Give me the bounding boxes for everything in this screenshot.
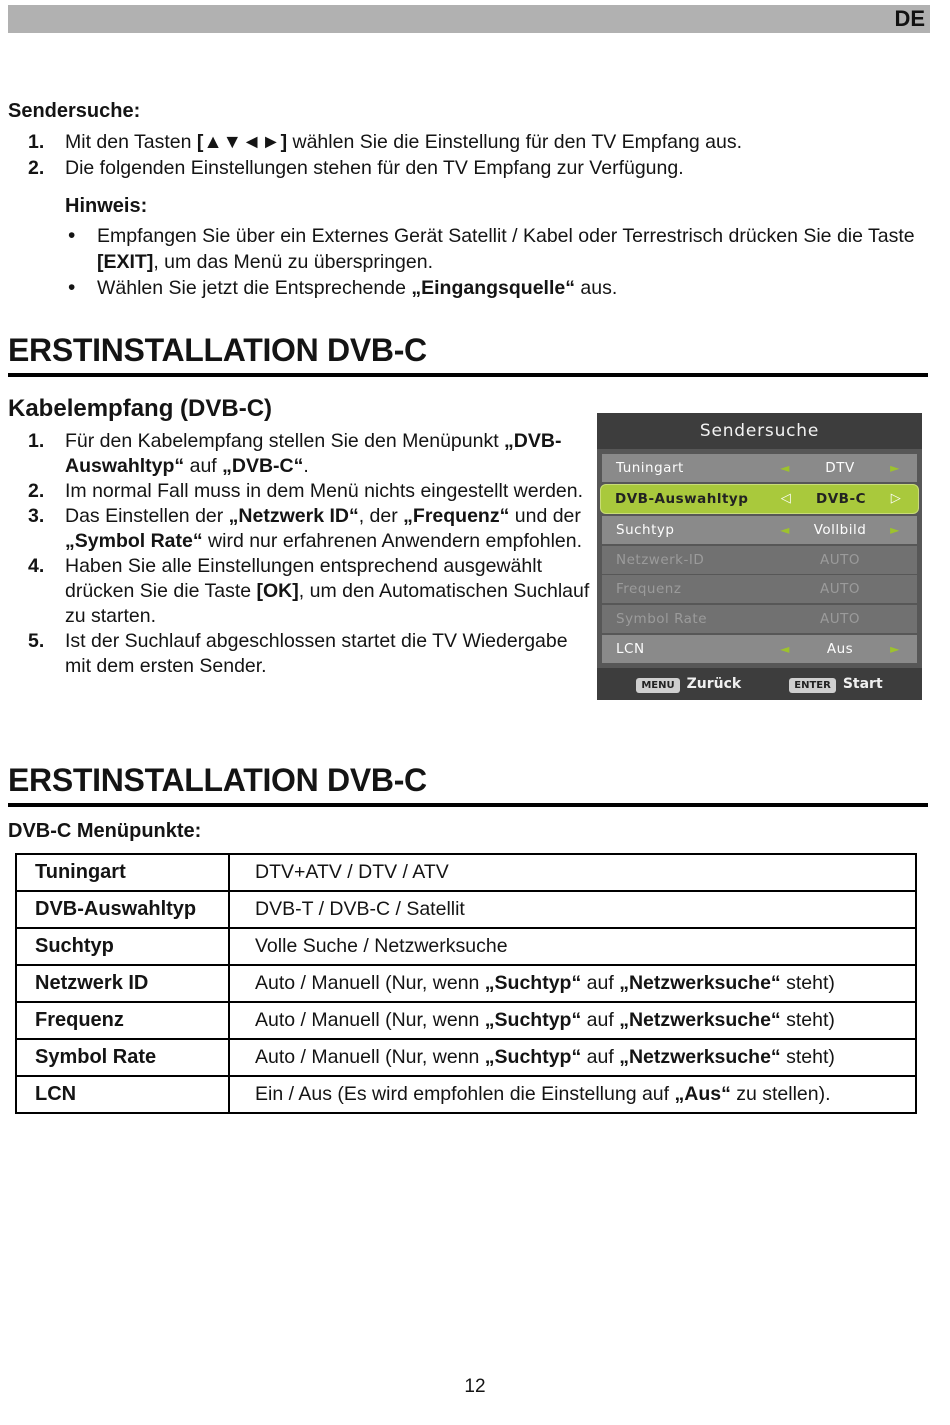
- kabelempfang-section: Kabelempfang (DVB-C) Für den Kabelempfan…: [8, 394, 593, 679]
- menupunkte-heading: DVB-C Menüpunkte:: [8, 820, 202, 842]
- table-row: Netzwerk ID Auto / Manuell (Nur, wenn „Su…: [15, 964, 917, 1003]
- right-arrow-icon: ►: [890, 460, 900, 475]
- tv-row-label: Frequenz: [616, 581, 682, 598]
- table-key-cell: Suchtyp: [15, 927, 230, 966]
- enter-start-label: Start: [842, 676, 883, 692]
- tv-menu-row-lcn: LCN ◄ Aus ►: [602, 635, 917, 664]
- tv-menu-row-tuningart: Tuningart ◄ DTV ►: [602, 453, 917, 482]
- right-arrow-icon: ►: [890, 522, 900, 537]
- left-arrow-icon: ◄: [780, 522, 790, 537]
- menu-back-hint: MENU Zurück: [636, 676, 742, 693]
- tv-menu-footer: MENU Zurück ENTER Start: [597, 668, 922, 700]
- page-number: 12: [464, 1376, 486, 1397]
- right-arrow-icon: ►: [890, 642, 900, 657]
- table-key-cell: Netzwerk ID: [15, 964, 230, 1003]
- hinweis-bullet-list: Empfangen Sie über ein Externes Gerät Sa…: [65, 223, 928, 301]
- table-value-cell: Auto / Manuell (Nur, wenn „Suchtyp“ auf …: [228, 964, 917, 1003]
- tv-menu-screenshot: Sendersuche Tuningart ◄ DTV ► DVB-Auswahltyp…: [597, 413, 922, 700]
- tv-row-value: AUTO: [820, 581, 860, 598]
- sendersuche-step: Die folgenden Einstellungen stehen für d…: [28, 155, 684, 181]
- table-key-cell: Tuningart: [15, 853, 230, 892]
- table-value-cell: Auto / Manuell (Nur, wenn „Suchtyp“ auf …: [228, 1038, 917, 1077]
- tv-menu-title: Sendersuche: [597, 413, 922, 449]
- enter-key-badge: ENTER: [789, 678, 836, 693]
- tv-menu-row-netzwerk-id: Netzwerk-ID AUTO: [602, 545, 917, 574]
- tv-row-value: Aus: [826, 641, 854, 658]
- table-row: Symbol Rate Auto / Manuell (Nur, wenn „Su…: [15, 1038, 917, 1077]
- table-row: LCN Ein / Aus (Es wird empfohlen die Eins…: [15, 1075, 917, 1114]
- section-title-erstinstallation-1: ERSTINSTALLATION DVB-C: [8, 332, 928, 377]
- page-header-bar: DE: [8, 5, 930, 33]
- tv-row-value: DVB-C: [816, 490, 866, 507]
- sendersuche-steps-list: Mit den Tasten [▲▼◄►] wählen Sie die Ein…: [8, 129, 928, 181]
- tv-row-value: AUTO: [820, 611, 860, 628]
- tv-row-label: LCN: [616, 641, 645, 658]
- kabelempfang-step: Im normal Fall muss in dem Menü nichts e…: [28, 479, 584, 504]
- kabelempfang-step: Ist der Suchlauf abgeschlossen startet d…: [28, 629, 568, 677]
- kabelempfang-step: Haben Sie alle Einstellungen entsprechen…: [28, 554, 590, 627]
- table-row: Frequenz Auto / Manuell (Nur, wenn „Sucht…: [15, 1001, 917, 1040]
- kabelempfang-heading: Kabelempfang (DVB-C): [8, 395, 273, 422]
- table-key-cell: LCN: [15, 1075, 230, 1114]
- left-arrow-icon: ◁: [780, 491, 792, 507]
- kabelempfang-step: Für den Kabelempfang stellen Sie den Men…: [28, 429, 562, 477]
- hinweis-bullet: Wählen Sie jetzt die Entsprechende „Eing…: [65, 275, 928, 301]
- table-key-cell: DVB-Auswahltyp: [15, 890, 230, 929]
- section-title-erstinstallation-2: ERSTINSTALLATION DVB-C: [8, 762, 928, 807]
- tv-menu-row-frequenz: Frequenz AUTO: [602, 575, 917, 604]
- tv-menu-rows: Tuningart ◄ DTV ► DVB-Auswahltyp ◁ DVB-C ▷ Sucht…: [597, 449, 922, 668]
- right-arrow-icon: ▷: [890, 491, 902, 507]
- tv-row-value: Vollbild: [813, 521, 867, 538]
- tv-row-label: Netzwerk-ID: [616, 551, 705, 568]
- tv-row-value: AUTO: [820, 551, 860, 568]
- tv-row-label: Symbol Rate: [616, 611, 708, 628]
- tv-row-label: DVB-Auswahltyp: [615, 490, 749, 507]
- tv-menu-row-suchtyp: Suchtyp ◄ Vollbild ►: [602, 515, 917, 544]
- table-value-cell: Volle Suche / Netzwerksuche: [228, 927, 917, 966]
- menu-key-badge: MENU: [636, 678, 680, 693]
- kabelempfang-step: Das Einstellen der „Netzwerk ID“, der „F…: [28, 504, 583, 552]
- sendersuche-heading: Sendersuche:: [8, 100, 141, 122]
- table-row: Tuningart DTV+ATV / DTV / ATV: [15, 853, 917, 892]
- left-arrow-icon: ◄: [780, 642, 790, 657]
- hinweis-bullet: Empfangen Sie über ein Externes Gerät Sa…: [65, 223, 928, 275]
- table-value-cell: Ein / Aus (Es wird empfohlen die Einstel…: [228, 1075, 917, 1114]
- sendersuche-section: Sendersuche: Mit den Tasten [▲▼◄►] wähle…: [8, 100, 928, 301]
- table-key-cell: Frequenz: [15, 1001, 230, 1040]
- tv-menu-row-symbol-rate: Symbol Rate AUTO: [602, 605, 917, 634]
- enter-start-hint: ENTER Start: [789, 676, 883, 693]
- dvbc-settings-table: Tuningart DTV+ATV / DTV / ATV DVB-Auswahlt…: [15, 853, 917, 1114]
- table-value-cell: Auto / Manuell (Nur, wenn „Suchtyp“ auf …: [228, 1001, 917, 1040]
- table-key-cell: Symbol Rate: [15, 1038, 230, 1077]
- menu-back-label: Zurück: [686, 676, 742, 692]
- kabelempfang-steps-list: Für den Kabelempfang stellen Sie den Men…: [8, 429, 593, 679]
- tv-row-label: Suchtyp: [616, 521, 675, 538]
- tv-row-value: DTV: [825, 459, 855, 476]
- language-badge: DE: [894, 6, 925, 31]
- table-row: DVB-Auswahltyp DVB-T / DVB-C / Satellit: [15, 890, 917, 929]
- sendersuche-step: Mit den Tasten [▲▼◄►] wählen Sie die Ein…: [28, 129, 742, 155]
- tv-menu-row-dvb-auswahltyp: DVB-Auswahltyp ◁ DVB-C ▷: [600, 483, 919, 514]
- tv-row-label: Tuningart: [616, 459, 684, 476]
- hinweis-block: Hinweis: Empfangen Sie über ein Externes…: [65, 195, 928, 301]
- left-arrow-icon: ◄: [780, 460, 790, 475]
- table-value-cell: DVB-T / DVB-C / Satellit: [228, 890, 917, 929]
- table-value-cell: DTV+ATV / DTV / ATV: [228, 853, 917, 892]
- hinweis-heading: Hinweis:: [65, 195, 148, 217]
- table-row: Suchtyp Volle Suche / Netzwerksuche: [15, 927, 917, 966]
